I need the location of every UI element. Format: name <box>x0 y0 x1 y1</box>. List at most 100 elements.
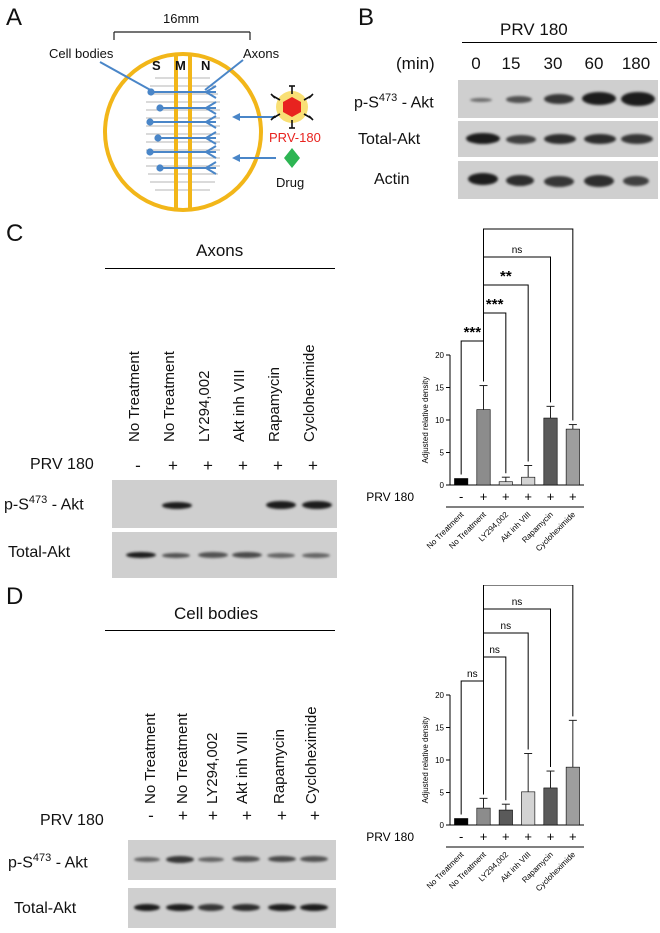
time-point: 30 <box>543 54 563 73</box>
significance-label: ns <box>523 225 534 228</box>
significance-label: ns <box>489 645 500 656</box>
prv-sign: + <box>569 829 577 844</box>
category-label: No Treatment <box>425 850 466 891</box>
blot-d-phospho <box>128 840 336 880</box>
panel-b-row-phospho-akt: p-S473 - Akt <box>354 92 434 112</box>
significance-label: ** <box>500 268 512 285</box>
lane-label: Akt inh VIII <box>231 369 248 442</box>
row-suffix: - Akt <box>51 854 88 872</box>
significance-bracket <box>460 680 484 815</box>
time-point: 60 <box>584 54 604 73</box>
category-label: Cycloheximide <box>534 510 578 554</box>
prv-sign: + <box>168 456 178 475</box>
panel-b-title: PRV 180 <box>500 20 568 39</box>
y-axis-label: Adjusted relative density <box>421 377 430 464</box>
bar <box>454 478 469 486</box>
dish-circle <box>103 52 263 212</box>
bar <box>521 791 536 826</box>
time-point: 0 <box>471 54 481 73</box>
panel-d-row-total-akt: Total-Akt <box>14 900 77 917</box>
prv-sign: + <box>242 806 252 825</box>
row-prefix: p-S <box>8 854 33 872</box>
axons-label: Axons <box>243 46 280 61</box>
prv-sign: + <box>547 829 555 844</box>
prv-sign: + <box>208 806 218 825</box>
prv-sign: - <box>148 806 154 825</box>
panel-b-row-actin: Actin <box>374 171 410 188</box>
y-tick-label: 15 <box>435 724 444 733</box>
row-sup: 473 <box>32 852 52 864</box>
prv-sign: - <box>135 456 141 475</box>
row-sup: 473 <box>378 92 398 104</box>
dish-diagram <box>99 31 314 212</box>
drug-label: Drug <box>276 175 305 190</box>
prv-sign: + <box>308 456 318 475</box>
lane-label: No Treatment <box>174 713 191 804</box>
row-suffix: - Akt <box>397 94 434 112</box>
bar <box>565 766 580 826</box>
prv-sign: + <box>203 456 213 475</box>
significance-bracket <box>483 228 574 421</box>
bar <box>476 409 491 486</box>
significance-label: ns <box>501 621 512 632</box>
row-prefix: p-S <box>4 496 29 514</box>
panel-c-letter: C <box>6 220 24 247</box>
compartment-s: S <box>152 58 161 73</box>
blot-b-actin <box>458 161 658 199</box>
virus-label: PRV-180 <box>269 130 321 145</box>
prv-sign: + <box>277 806 287 825</box>
time-unit-label: (min) <box>396 54 435 73</box>
panel-d-letter: D <box>6 583 24 610</box>
prv-sign: + <box>547 489 555 504</box>
prv-sign: + <box>310 806 320 825</box>
significance-bracket <box>483 585 574 795</box>
bar <box>521 476 536 486</box>
panel-d-header: Cell bodies <box>174 604 259 623</box>
compartment-m: M <box>175 58 186 73</box>
cell-bodies-label: Cell bodies <box>49 46 114 61</box>
y-tick-label: 20 <box>435 351 444 360</box>
compartment-n: N <box>201 58 211 73</box>
y-tick-label: 20 <box>435 691 444 700</box>
panel-c-header-rule <box>105 268 335 269</box>
y-tick-label: 15 <box>435 384 444 393</box>
significance-label: *** <box>464 324 482 341</box>
category-label: No Treatment <box>425 510 466 551</box>
prv-sign: - <box>459 489 463 504</box>
y-tick-label: 0 <box>440 821 445 830</box>
prv-sign: + <box>178 806 188 825</box>
significance-bracket <box>483 608 551 795</box>
row-prefix: p-S <box>354 94 379 112</box>
prv-sign: + <box>273 456 283 475</box>
lane-label: Rapamycin <box>266 366 283 442</box>
prv-sign: + <box>569 489 577 504</box>
significance-label: ns <box>512 597 523 608</box>
significance-label: ns <box>467 669 478 680</box>
prv-sign: + <box>502 829 510 844</box>
bar <box>543 417 558 486</box>
time-point: 15 <box>501 54 521 73</box>
blot-c-phospho <box>112 480 337 528</box>
y-tick-label: 10 <box>435 416 444 425</box>
bar <box>476 807 491 826</box>
category-label: Cycloheximide <box>534 850 578 894</box>
bar <box>498 809 513 826</box>
prv-label: PRV 180 <box>366 830 414 844</box>
panel-b-title-rule <box>462 42 657 43</box>
panel-d-row-phospho-akt: p-S473 - Akt <box>8 852 88 872</box>
blot-b-phospho <box>458 80 658 118</box>
prv-sign: + <box>524 489 532 504</box>
panel-b-row-total-akt: Total-Akt <box>358 131 421 148</box>
prv-sign: + <box>480 829 488 844</box>
bar <box>454 818 469 826</box>
prv-sign: - <box>459 829 463 844</box>
lane-label: Cycloheximide <box>303 706 320 804</box>
blot-d-total <box>128 888 336 928</box>
lane-label: Rapamycin <box>271 728 288 804</box>
prv-sign: + <box>480 489 488 504</box>
lane-label: LY294,002 <box>204 732 221 804</box>
panel-a-letter: A <box>6 4 23 31</box>
row-suffix: - Akt <box>47 496 84 514</box>
panel-d-prv-label: PRV 180 <box>40 812 104 829</box>
